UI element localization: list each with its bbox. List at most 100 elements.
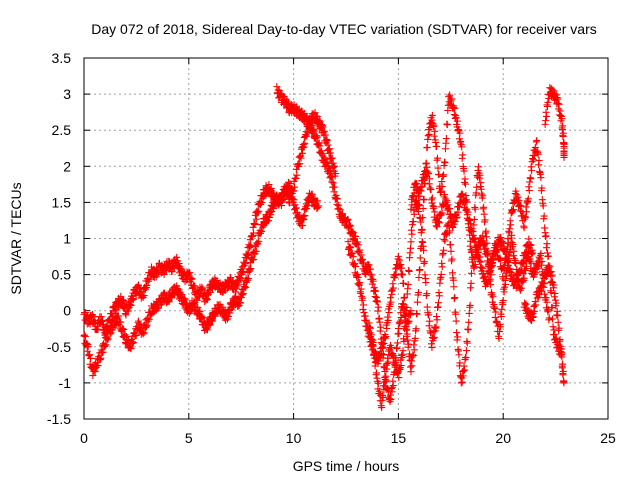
data-point <box>410 346 418 354</box>
data-point <box>515 276 523 284</box>
data-point <box>415 201 423 209</box>
data-point <box>459 151 467 159</box>
data-point <box>264 217 272 225</box>
data-point <box>451 105 459 113</box>
data-point <box>552 334 560 342</box>
y-tick-label: -1.5 <box>47 411 71 427</box>
data-point <box>433 142 441 150</box>
data-point <box>482 233 490 241</box>
data-point <box>107 329 115 337</box>
data-point <box>427 186 435 194</box>
data-point <box>546 262 554 270</box>
data-point <box>119 325 127 333</box>
data-point <box>395 374 403 382</box>
data-point <box>504 255 512 263</box>
data-point <box>486 268 494 276</box>
data-point <box>431 127 439 135</box>
data-point <box>554 318 562 326</box>
data-point <box>80 331 88 339</box>
data-point <box>97 354 105 362</box>
data-point <box>382 372 390 380</box>
data-point <box>219 303 227 311</box>
data-point <box>332 194 340 202</box>
data-point <box>129 339 137 347</box>
data-point <box>472 238 480 246</box>
data-point <box>465 309 473 317</box>
data-point <box>461 198 469 206</box>
data-point <box>420 246 428 254</box>
data-point <box>187 275 195 283</box>
data-point <box>559 367 567 375</box>
data-point <box>357 285 365 293</box>
data-point <box>476 171 484 179</box>
data-point <box>353 270 361 278</box>
data-point <box>400 279 408 287</box>
data-point <box>538 257 546 265</box>
data-point <box>374 379 382 387</box>
data-point <box>533 137 541 145</box>
data-point <box>145 315 153 323</box>
data-point <box>540 280 548 288</box>
data-point <box>473 183 481 191</box>
data-point <box>352 263 360 271</box>
data-point <box>543 298 551 306</box>
data-point <box>346 244 354 252</box>
data-point <box>450 283 458 291</box>
data-point <box>374 303 382 311</box>
data-point <box>454 333 462 341</box>
data-point <box>237 299 245 307</box>
data-point <box>502 247 510 255</box>
data-point <box>547 289 555 297</box>
data-point <box>99 316 107 324</box>
data-point <box>405 267 413 275</box>
data-point <box>471 260 479 268</box>
data-point <box>404 281 412 289</box>
data-point <box>400 337 408 345</box>
chart-title: Day 072 of 2018, Sidereal Day-to-day VTE… <box>91 21 597 37</box>
data-point <box>432 222 440 230</box>
data-point <box>371 287 379 295</box>
data-point <box>359 294 367 302</box>
data-point <box>323 137 331 145</box>
data-point <box>528 167 536 175</box>
data-point <box>448 255 456 263</box>
data-point <box>413 310 421 318</box>
data-point <box>537 249 545 257</box>
data-point <box>313 197 321 205</box>
y-tick-label: 2 <box>63 158 71 174</box>
data-point <box>344 216 352 224</box>
data-point <box>481 216 489 224</box>
data-point <box>509 240 517 248</box>
data-point <box>537 288 545 296</box>
data-point <box>458 190 466 198</box>
data-point <box>298 149 306 157</box>
data-point <box>328 173 336 181</box>
data-point <box>520 224 528 232</box>
data-point <box>373 298 381 306</box>
data-point <box>407 238 415 246</box>
data-point <box>114 312 122 320</box>
data-point <box>441 191 449 199</box>
data-point <box>270 205 278 213</box>
data-point <box>89 313 97 321</box>
data-point <box>454 117 462 125</box>
data-point <box>559 129 567 137</box>
data-point <box>94 325 102 333</box>
data-point <box>120 325 128 333</box>
y-tick-label: 3 <box>63 86 71 102</box>
data-point <box>477 179 485 187</box>
data-point <box>372 287 380 295</box>
data-point <box>434 164 442 172</box>
data-point <box>520 256 528 264</box>
data-point <box>514 277 522 285</box>
data-point <box>446 205 454 213</box>
data-point <box>460 167 468 175</box>
data-point <box>550 281 558 289</box>
data-point <box>356 246 364 254</box>
y-tick-label: -0.5 <box>47 339 71 355</box>
data-point <box>81 333 89 341</box>
data-point <box>556 343 564 351</box>
data-point <box>144 317 152 325</box>
y-tick-label: -1 <box>59 375 72 391</box>
data-point <box>428 111 436 119</box>
